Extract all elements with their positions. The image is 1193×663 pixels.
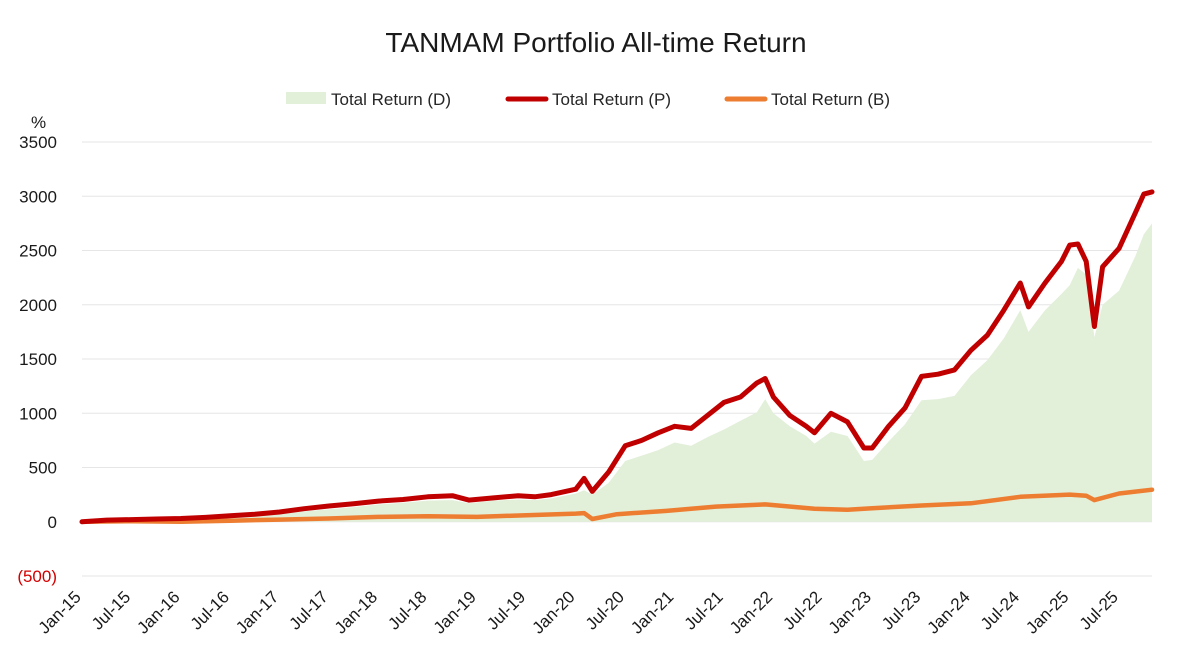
x-axis-ticks: Jan-15 Jul-15 Jan-16 Jul-16 Jan-17 Jul-17 Jan-…	[35, 587, 1122, 637]
x-tick-label: Jan-20	[528, 587, 578, 637]
y-tick-label: 500	[29, 459, 57, 478]
x-tick-label: Jul-21	[681, 587, 727, 633]
x-tick-label: Jan-24	[924, 587, 974, 637]
x-tick-label: Jul-18	[384, 587, 430, 633]
x-tick-label: Jul-17	[286, 587, 332, 633]
x-tick-label: Jan-25	[1022, 587, 1072, 637]
y-tick-label: 3000	[19, 187, 57, 206]
series-line-p	[79, 189, 1155, 525]
y-axis-ticks: (500) 0 500 1000 1500 2000 2500 3000 3500	[17, 133, 57, 586]
x-tick-label: Jan-16	[133, 587, 183, 637]
x-tick-label: Jul-23	[878, 587, 924, 633]
chart-title: TANMAM Portfolio All-time Return	[385, 27, 806, 58]
legend-label-p: Total Return (P)	[552, 90, 671, 109]
x-tick-label: Jul-16	[187, 587, 233, 633]
x-tick-label: Jul-22	[779, 587, 825, 633]
x-tick-label: Jan-23	[825, 587, 875, 637]
legend: Total Return (D) Total Return (P) Total …	[286, 90, 890, 109]
y-tick-label: (500)	[17, 567, 57, 586]
x-tick-label: Jan-18	[331, 587, 381, 637]
y-tick-label: 2500	[19, 242, 57, 261]
x-tick-label: Jul-24	[977, 587, 1023, 633]
legend-label-b: Total Return (B)	[771, 90, 890, 109]
x-tick-label: Jan-19	[430, 587, 480, 637]
legend-swatch-d	[286, 92, 326, 104]
y-tick-label: 3500	[19, 133, 57, 152]
y-tick-label: 0	[48, 513, 57, 532]
x-tick-label: Jan-15	[35, 587, 85, 637]
legend-label-d: Total Return (D)	[331, 90, 451, 109]
x-tick-label: Jul-15	[88, 587, 134, 633]
x-tick-label: Jan-17	[232, 587, 282, 637]
y-tick-label: 1500	[19, 350, 57, 369]
x-tick-label: Jul-19	[483, 587, 529, 633]
plot-area	[79, 189, 1155, 525]
y-tick-label: 2000	[19, 296, 57, 315]
y-axis-label: %	[31, 113, 46, 132]
x-tick-label: Jan-22	[726, 587, 776, 637]
x-tick-label: Jan-21	[627, 587, 677, 637]
x-tick-label: Jul-20	[582, 587, 628, 633]
series-area-d	[82, 223, 1152, 522]
x-tick-label: Jul-25	[1076, 587, 1122, 633]
series-line-b	[79, 487, 1155, 525]
y-tick-label: 1000	[19, 404, 57, 423]
